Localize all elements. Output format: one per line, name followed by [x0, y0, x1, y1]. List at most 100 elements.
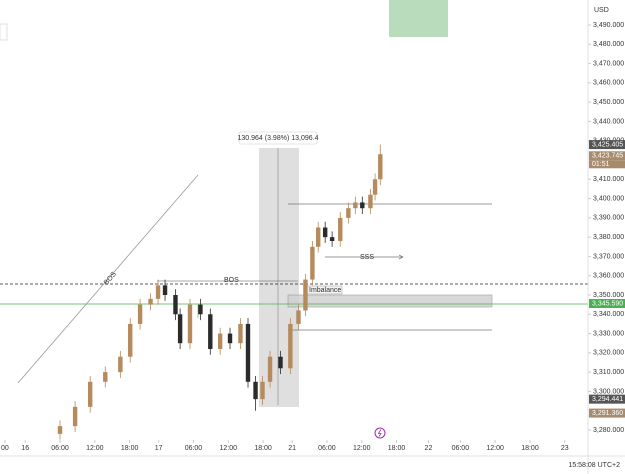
y-tick-label: 3,310.000: [593, 369, 624, 376]
y-tick-label: 3,280.000: [593, 427, 624, 434]
candle-body: [372, 179, 378, 195]
price-label-bg: [589, 140, 625, 150]
green-zone: [389, 0, 448, 37]
candle-body: [260, 381, 265, 400]
sss-arrow: [398, 254, 404, 260]
x-tick-label: 21: [288, 445, 296, 452]
candle-body: [198, 304, 203, 315]
x-tick-label: 18:00: [388, 445, 406, 452]
x-tick-label: 18:00: [254, 445, 272, 452]
countdown-bg: [589, 160, 625, 169]
x-tick-label: 06:00: [51, 445, 69, 452]
price-label-bg: [589, 408, 625, 418]
candle-body: [296, 310, 301, 324]
price-label-bg: [589, 394, 625, 404]
x-tick-label: 06:00: [452, 445, 470, 452]
y-tick-label: 3,340.000: [593, 311, 624, 318]
candle-body: [217, 333, 223, 349]
x-tick-label: 16: [21, 445, 29, 452]
price-label: 3,294.441: [592, 396, 623, 403]
candle-body: [118, 356, 123, 373]
price-label: 3,425.405: [592, 141, 623, 148]
price-label-bg: [589, 299, 625, 309]
candle-body: [310, 246, 315, 280]
candle-body: [338, 217, 343, 241]
side-tab[interactable]: [0, 23, 8, 41]
candle-body: [253, 381, 258, 400]
candle-body: [128, 323, 133, 357]
x-tick-label: 23: [561, 445, 569, 452]
bos-label: BOS: [224, 277, 239, 284]
candle-body: [173, 295, 178, 315]
x-tick-label: 06:00: [318, 445, 336, 452]
y-tick-label: 3,490.000: [593, 22, 624, 29]
candle-body: [238, 323, 243, 344]
candle-body: [148, 298, 153, 305]
price-label: 3,291.360: [592, 410, 623, 417]
candle-body: [187, 304, 193, 344]
candle-body: [57, 426, 63, 434]
y-tick-label: 3,400.000: [593, 195, 624, 202]
candle-body: [353, 202, 358, 209]
x-tick-label: 12:00: [486, 445, 504, 452]
candle-body: [303, 279, 308, 311]
candle-body: [103, 372, 108, 382]
y-tick-label: 3,470.000: [593, 60, 624, 67]
imbalance-label: Imbalance: [309, 287, 341, 294]
y-tick-label: 3,460.000: [593, 80, 624, 87]
x-tick-label: 00: [1, 445, 9, 452]
candle-body: [346, 208, 351, 218]
price-label: 3,423.745: [592, 153, 623, 160]
y-tick-label: 3,350.000: [593, 292, 624, 299]
y-tick-label: 3,360.000: [593, 273, 624, 280]
candle-body: [155, 285, 161, 299]
countdown: 01:51: [592, 161, 610, 168]
clock: 15:58:08 UTC+2: [568, 462, 620, 469]
candle-body: [278, 356, 283, 369]
candle-body: [267, 356, 273, 382]
currency: USD: [594, 7, 609, 14]
x-tick-label: 12:00: [220, 445, 238, 452]
x-tick-label: 17: [155, 445, 163, 452]
y-tick-label: 3,440.000: [593, 118, 624, 125]
measure-label: 130.964 (3.98%) 13,096.4: [238, 135, 319, 142]
candle-body: [208, 314, 213, 349]
x-tick-label: 18:00: [121, 445, 139, 452]
measure-tag: [238, 131, 318, 145]
candle-body: [177, 314, 183, 344]
x-tick-label: 12:00: [86, 445, 104, 452]
y-tick-label: 3,330.000: [593, 330, 624, 337]
candle-body: [368, 194, 373, 209]
y-tick-label: 3,370.000: [593, 253, 624, 260]
y-tick-label: 3,410.000: [593, 176, 624, 183]
candle-body: [288, 323, 293, 369]
x-tick-label: 22: [425, 445, 433, 452]
trend-line: [17, 174, 199, 384]
x-tick-label: 18:00: [521, 445, 539, 452]
event-bolt: [377, 429, 382, 437]
candle-body: [316, 227, 321, 247]
candle-body: [137, 304, 143, 324]
candle-body: [378, 154, 383, 180]
y-tick-label: 3,320.000: [593, 350, 624, 357]
candle-body: [360, 202, 365, 209]
x-tick-label: 12:00: [353, 445, 371, 452]
sss-label: SSS: [360, 254, 374, 261]
candle-body: [245, 323, 251, 382]
price-label-bg: [589, 151, 625, 161]
candle-body: [322, 227, 328, 238]
candle-body: [162, 285, 168, 295]
price-label: 3,345.590: [592, 300, 623, 307]
y-tick-label: 3,450.000: [593, 99, 624, 106]
y-tick-label: 3,380.000: [593, 234, 624, 241]
candle-body: [329, 237, 335, 241]
y-tick-label: 3,390.000: [593, 215, 624, 222]
y-tick-label: 3,480.000: [593, 41, 624, 48]
event-icon[interactable]: [374, 427, 386, 439]
candle-body: [72, 406, 78, 427]
y-tick-label: 3,300.000: [593, 388, 624, 395]
imbalance-zone: [287, 294, 493, 308]
candle-body: [227, 333, 233, 344]
